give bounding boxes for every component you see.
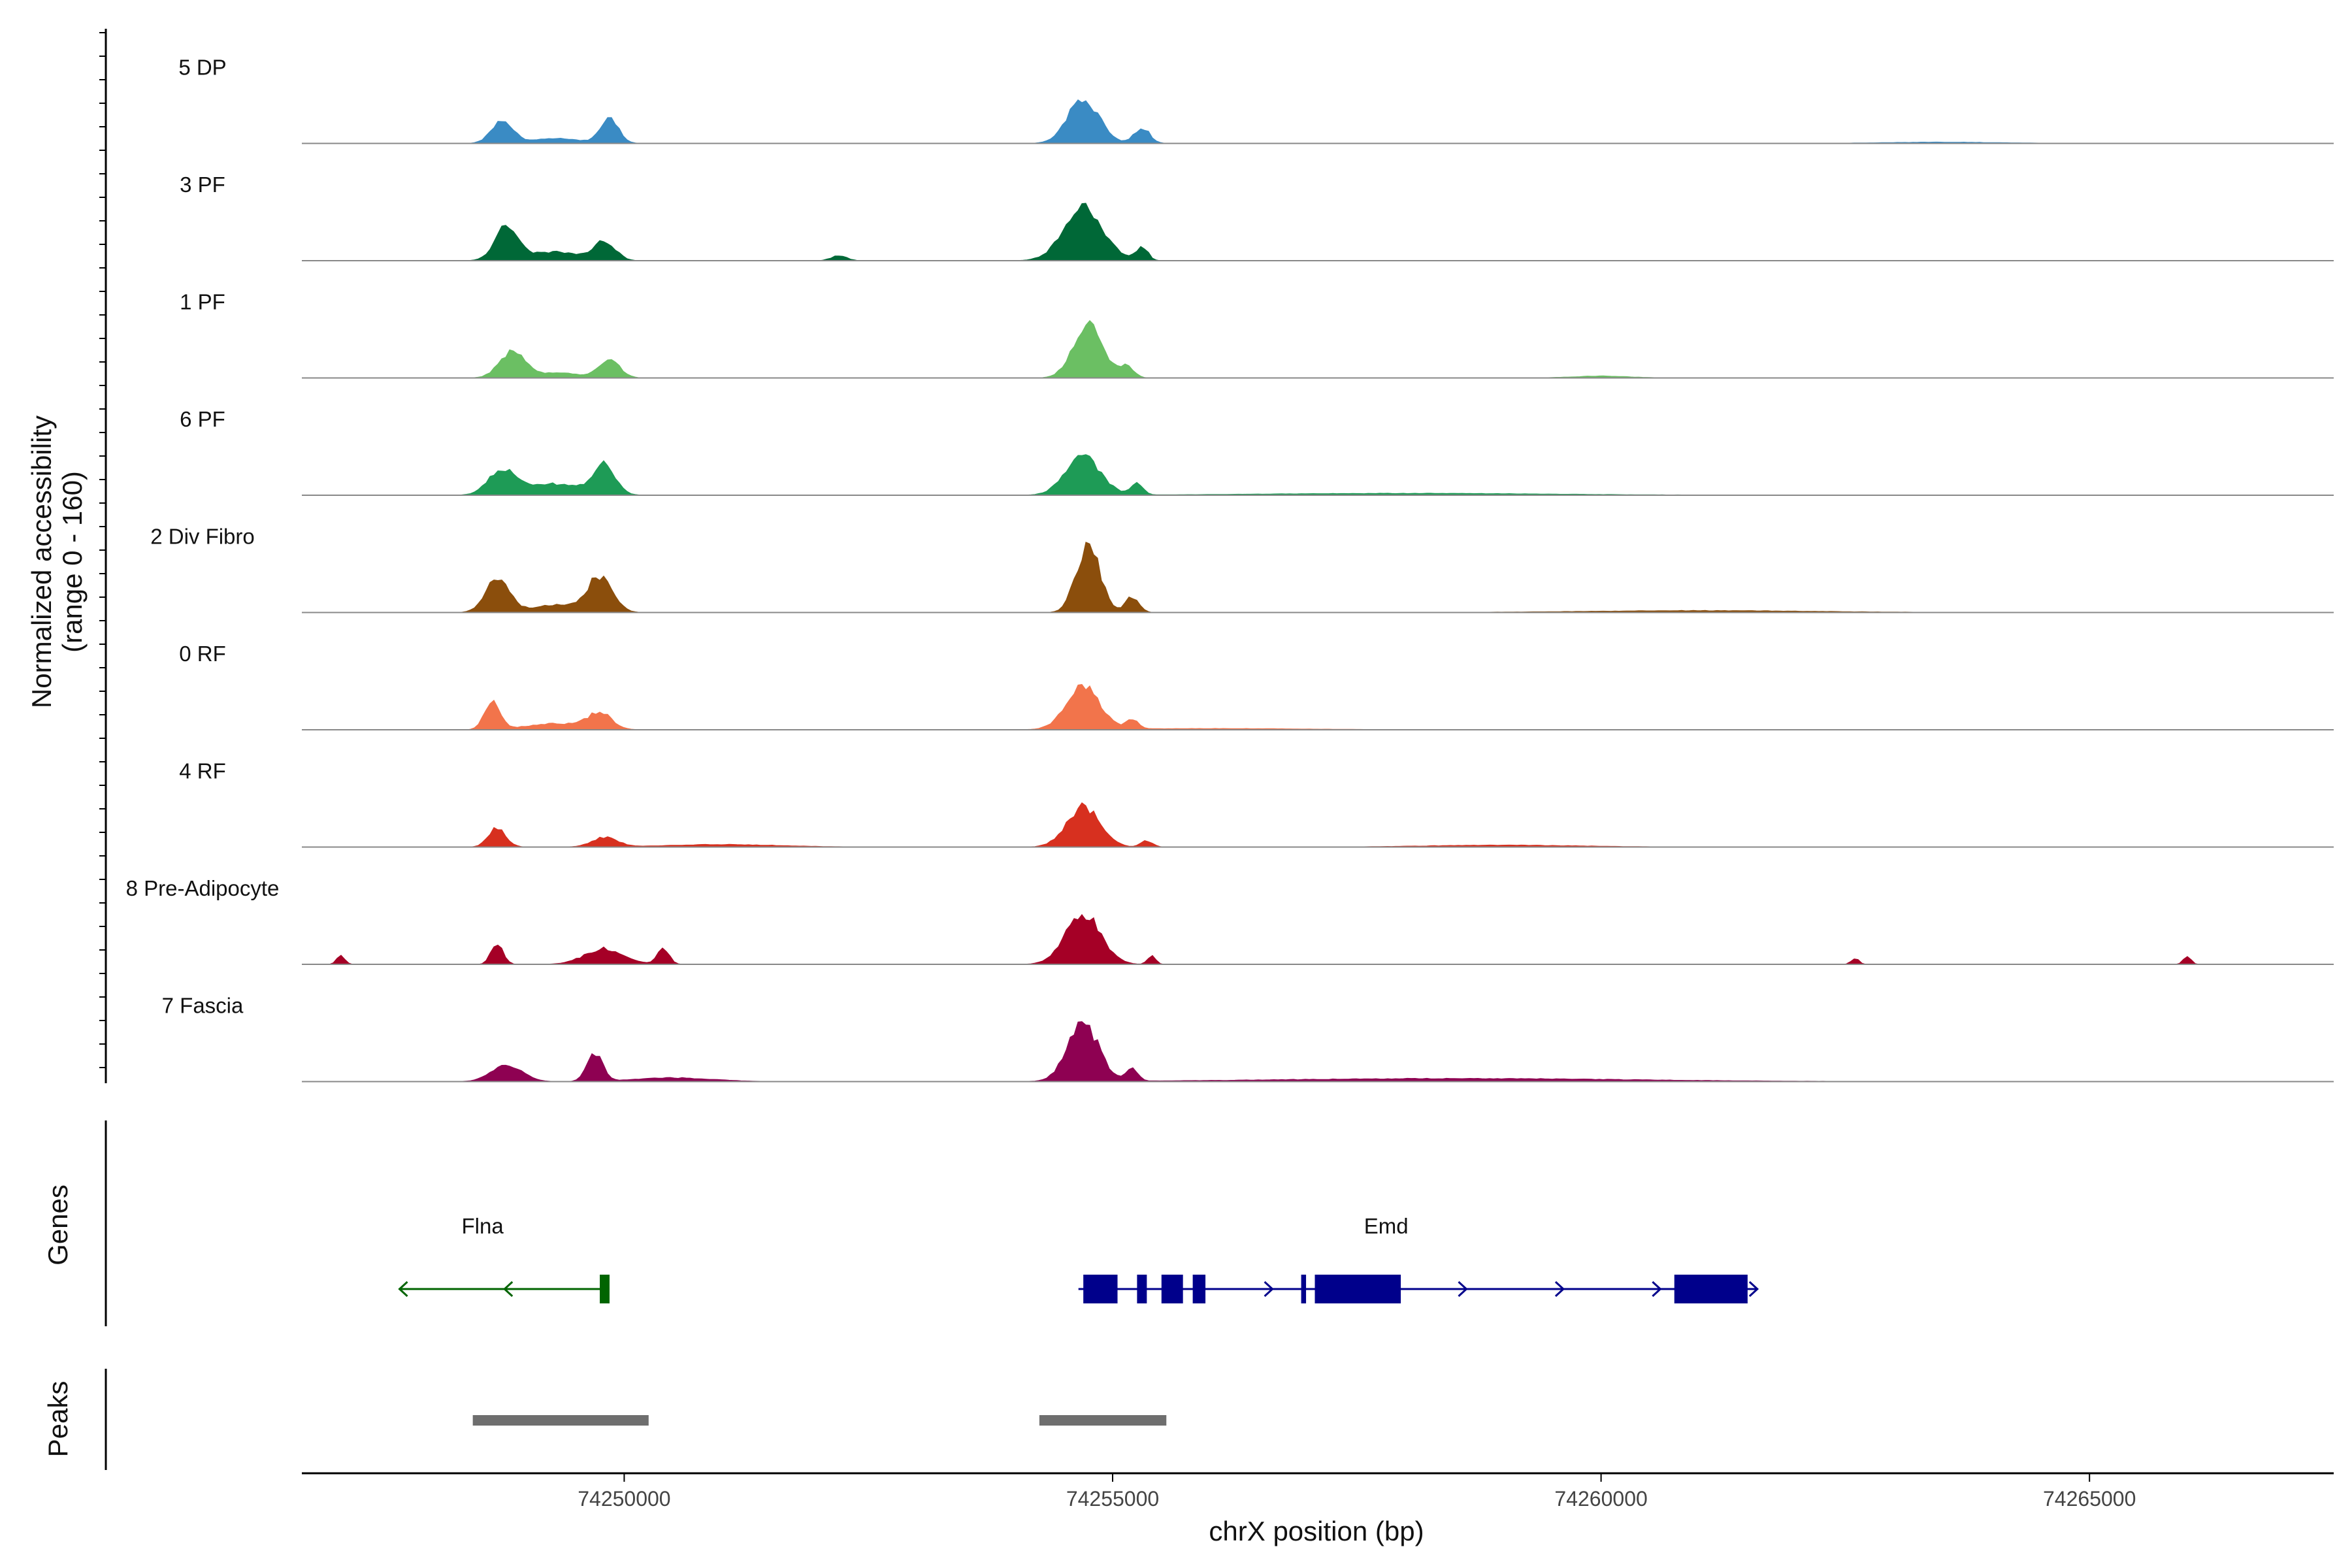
x-tick-label: 74260000 xyxy=(1554,1487,1647,1511)
track-label: 1 PF xyxy=(180,290,225,314)
coverage-area xyxy=(302,913,2334,965)
genes-track-title: Genes xyxy=(42,1184,73,1266)
gene-label: Flna xyxy=(462,1214,504,1238)
gene-exon xyxy=(1674,1275,1748,1303)
x-tick-label: 74265000 xyxy=(2043,1487,2136,1511)
peaks-track-title: Peaks xyxy=(42,1381,73,1458)
track-1-pf: 1 PF xyxy=(180,290,2334,379)
x-axis-ticks: 74250000 74255000 74260000 74265000 xyxy=(578,1473,2136,1511)
strand-arrow xyxy=(398,1281,408,1298)
strand-arrow xyxy=(1458,1281,1468,1298)
gene-exon xyxy=(1315,1275,1401,1303)
peak-regions xyxy=(472,1415,1167,1426)
track-label: 2 Div Fibro xyxy=(150,525,255,549)
gene-label: Emd xyxy=(1364,1214,1409,1238)
strand-arrow xyxy=(1748,1281,1759,1298)
strand-arrow xyxy=(1554,1281,1565,1298)
track-label: 4 RF xyxy=(179,759,226,783)
track-0-rf: 0 RF xyxy=(179,642,2334,730)
gene-exon xyxy=(600,1275,610,1303)
coverage-area xyxy=(302,802,2334,847)
x-tick-label: 74250000 xyxy=(578,1487,670,1511)
coverage-area xyxy=(302,542,2334,613)
gene-exon xyxy=(1301,1275,1307,1303)
track-5-dp: 5 DP xyxy=(178,56,2334,144)
coverage-y-axis-ticks xyxy=(99,32,106,1068)
track-8-pre-adipocyte: 8 Pre-Adipocyte xyxy=(126,876,2334,965)
track-4-rf: 4 RF xyxy=(179,759,2334,848)
gene-flna: Flna xyxy=(398,1214,610,1303)
gene-exon xyxy=(1083,1275,1118,1303)
track-2-div-fibro: 2 Div Fibro xyxy=(150,525,2334,613)
strand-arrow xyxy=(1652,1281,1662,1298)
track-label: 5 DP xyxy=(178,56,226,80)
coverage-area xyxy=(302,683,2334,730)
coverage-area xyxy=(302,454,2334,496)
x-axis-title: chrX position (bp) xyxy=(1209,1516,1424,1546)
gene-exon xyxy=(1192,1275,1206,1303)
gene-exon xyxy=(1161,1275,1183,1303)
x-tick-label: 74255000 xyxy=(1066,1487,1159,1511)
coverage-area xyxy=(302,99,2334,144)
track-label: 8 Pre-Adipocyte xyxy=(126,876,280,900)
y-axis-title: Normalized accessibility xyxy=(26,416,57,708)
gene-annotations: Flna Emd xyxy=(398,1214,1759,1303)
coverage-area xyxy=(302,319,2334,378)
track-label: 7 Fascia xyxy=(162,994,244,1018)
gene-emd: Emd xyxy=(1078,1214,1759,1303)
y-axis-subtitle: (range 0 - 160) xyxy=(57,471,88,653)
coverage-area xyxy=(302,1021,2334,1083)
track-label: 0 RF xyxy=(179,642,226,666)
strand-arrow xyxy=(503,1281,514,1298)
track-label: 6 PF xyxy=(180,407,225,431)
gene-exon xyxy=(1137,1275,1147,1303)
track-6-pf: 6 PF xyxy=(180,407,2334,496)
peak-region xyxy=(1039,1415,1167,1426)
coverage-area xyxy=(302,203,2334,261)
track-label: 3 PF xyxy=(180,172,225,197)
track-3-pf: 3 PF xyxy=(180,172,2334,261)
peak-region xyxy=(472,1415,649,1426)
coverage-tracks: 5 DP 3 PF 1 PF 6 PF 2 Div Fibro 0 RF 4 RF 8 Pre… xyxy=(126,56,2334,1083)
track-7-fascia: 7 Fascia xyxy=(162,994,2334,1083)
strand-arrow xyxy=(1264,1281,1274,1298)
